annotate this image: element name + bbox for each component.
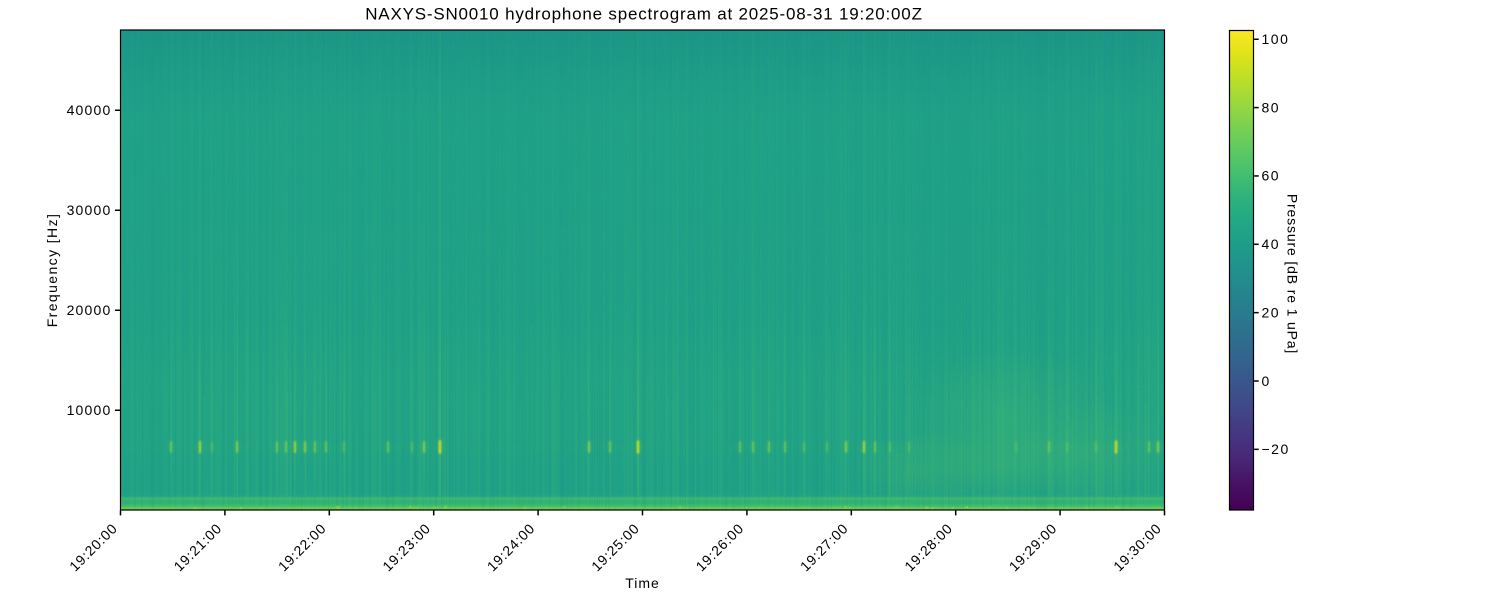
svg-text:0: 0 bbox=[1262, 373, 1271, 389]
svg-text:Frequency [Hz]: Frequency [Hz] bbox=[44, 213, 60, 328]
svg-text:30000: 30000 bbox=[67, 202, 112, 218]
svg-text:40000: 40000 bbox=[67, 102, 112, 118]
svg-text:Pressure [dB re 1 uPa]: Pressure [dB re 1 uPa] bbox=[1285, 194, 1301, 354]
svg-text:80: 80 bbox=[1262, 99, 1281, 115]
svg-text:20: 20 bbox=[1262, 304, 1281, 320]
svg-text:−20: −20 bbox=[1262, 441, 1290, 457]
svg-text:Time: Time bbox=[625, 575, 660, 591]
svg-text:10000: 10000 bbox=[67, 402, 112, 418]
svg-text:60: 60 bbox=[1262, 168, 1281, 184]
svg-text:NAXYS-SN0010 hydrophone spectr: NAXYS-SN0010 hydrophone spectrogram at 2… bbox=[365, 5, 923, 24]
svg-text:40: 40 bbox=[1262, 236, 1281, 252]
svg-text:20000: 20000 bbox=[67, 302, 112, 318]
svg-text:100: 100 bbox=[1262, 31, 1290, 47]
